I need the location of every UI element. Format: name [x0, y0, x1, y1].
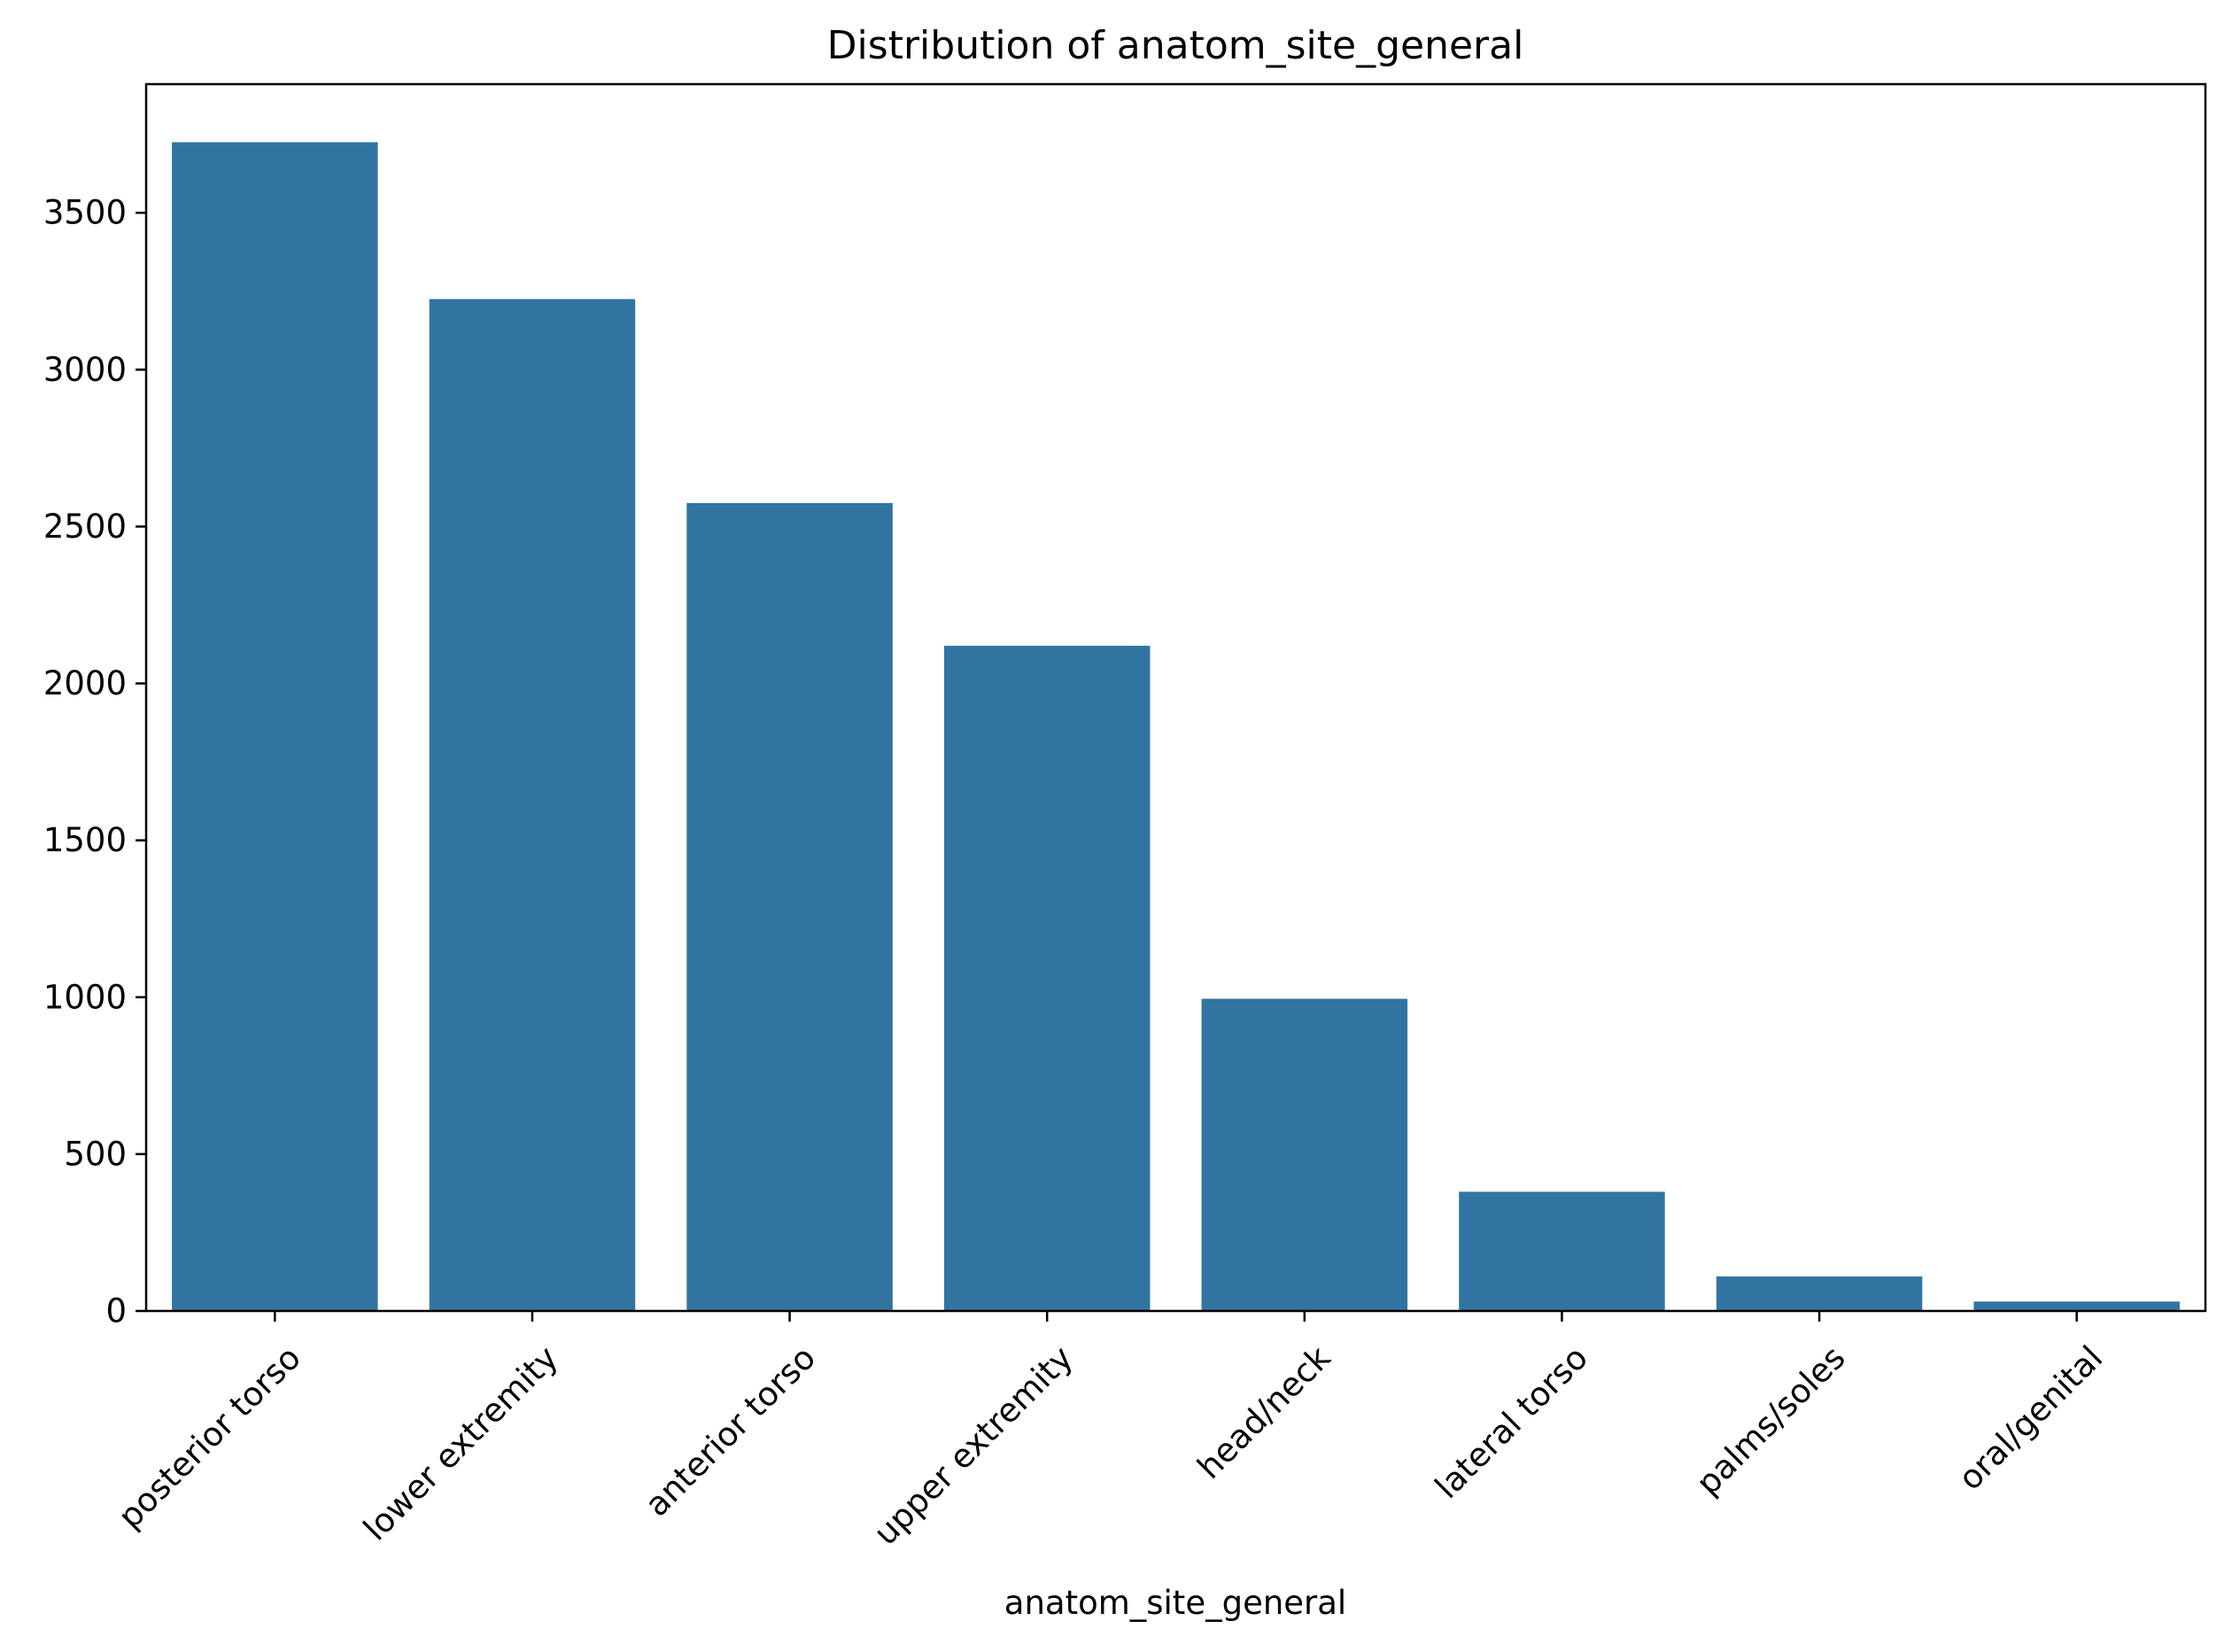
x-axis-label: anatom_site_general [1004, 1584, 1346, 1622]
bar-head-neck [1201, 998, 1408, 1311]
bars-layer [172, 142, 2180, 1311]
bar-lower-extremity [429, 299, 636, 1311]
plot-area-frame [144, 82, 2207, 1313]
bar-lateral-torso [1459, 1191, 1665, 1311]
chart-title: Distribution of anatom_site_general [827, 23, 1524, 68]
y-tick-label: 0 [105, 1292, 127, 1330]
y-axis: 0 500 1000 1500 2000 2500 3000 3500 [43, 194, 146, 1330]
bar-posterior-torso [172, 142, 378, 1311]
y-tick-label: 2000 [43, 664, 127, 702]
bar-upper-extremity [943, 646, 1151, 1311]
y-tick-label: 1000 [43, 978, 127, 1016]
bar-oral-genital [1973, 1301, 2180, 1311]
bar-palms-soles [1716, 1276, 1923, 1311]
y-tick-label: 3500 [43, 194, 127, 232]
bar-anterior-torso [686, 502, 893, 1311]
y-tick-label: 3000 [43, 351, 127, 389]
y-tick-label: 500 [64, 1135, 127, 1173]
y-tick-label: 2500 [43, 508, 127, 546]
y-tick-label: 1500 [43, 821, 127, 859]
